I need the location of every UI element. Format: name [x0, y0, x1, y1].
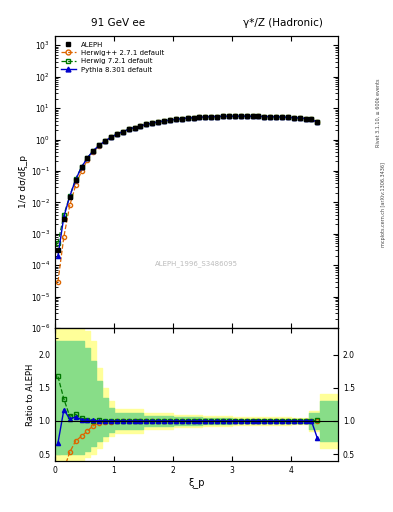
Text: ALEPH_1996_S3486095: ALEPH_1996_S3486095	[155, 260, 238, 267]
Text: γ*/Z (Hadronic): γ*/Z (Hadronic)	[243, 18, 323, 28]
Legend: ALEPH, Herwig++ 2.7.1 default, Herwig 7.2.1 default, Pythia 8.301 default: ALEPH, Herwig++ 2.7.1 default, Herwig 7.…	[59, 39, 167, 75]
Text: 91 GeV ee: 91 GeV ee	[91, 18, 145, 28]
Text: mcplots.cern.ch [arXiv:1306.3436]: mcplots.cern.ch [arXiv:1306.3436]	[381, 162, 386, 247]
Text: Rivet 3.1.10, ≥ 600k events: Rivet 3.1.10, ≥ 600k events	[376, 78, 381, 147]
Y-axis label: Ratio to ALEPH: Ratio to ALEPH	[26, 363, 35, 425]
X-axis label: ξ_p: ξ_p	[188, 477, 205, 488]
Y-axis label: 1/σ dσ/dξ_p: 1/σ dσ/dξ_p	[19, 156, 28, 208]
